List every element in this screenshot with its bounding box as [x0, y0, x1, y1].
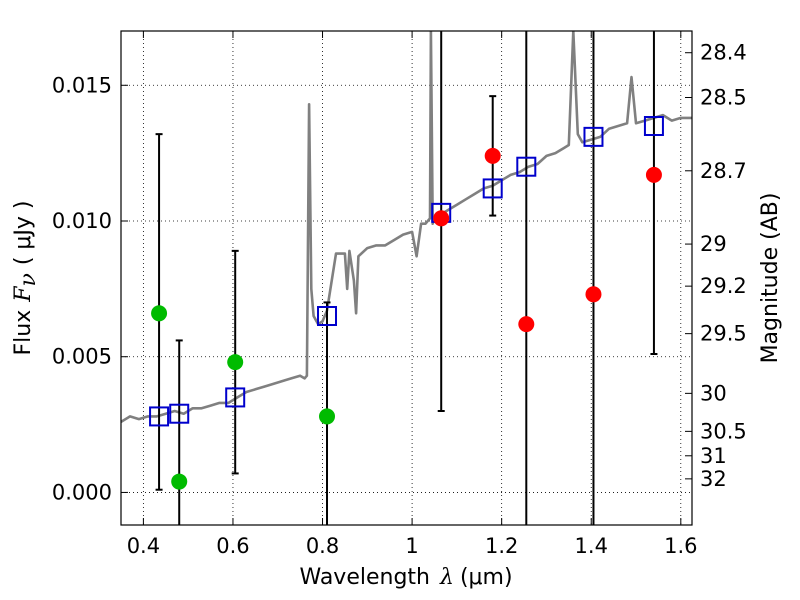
y-tick-label: 0.015 — [52, 73, 112, 97]
x-axis-label: Wavelength λ (μm) — [299, 565, 512, 590]
detection-point — [645, 166, 662, 183]
right-tick-label: 29.5 — [700, 322, 747, 346]
plot-area — [121, 31, 692, 525]
upper-limit-point — [227, 354, 244, 371]
right-tick-label: 28.5 — [700, 86, 747, 110]
model-photometry-square — [583, 126, 604, 147]
upper-limit-point — [151, 305, 168, 322]
right-axis-label: Magnitude (AB) — [758, 193, 783, 364]
right-tick-label: 28.4 — [700, 41, 747, 65]
x-tick-label: 0.6 — [216, 534, 249, 558]
model-photometry-square — [516, 156, 537, 177]
right-tick-label: 28.7 — [700, 159, 747, 183]
right-tick-label: 29.2 — [700, 274, 747, 298]
x-tick-label: 0.4 — [127, 534, 160, 558]
x-tick-label: 1.4 — [575, 534, 608, 558]
model-sed-line — [121, 31, 692, 424]
x-tick-label: 1.2 — [485, 534, 518, 558]
detection-point — [433, 210, 450, 227]
y-tick-label: 0.010 — [52, 209, 112, 233]
y-tick-label: 0.000 — [52, 480, 112, 504]
right-tick-label: 29 — [700, 232, 727, 256]
detection-point — [484, 147, 501, 164]
model-photometry-square — [643, 116, 664, 136]
detection-point — [518, 316, 535, 333]
right-tick-label: 30 — [700, 381, 727, 405]
right-tick-label: 31 — [700, 444, 727, 468]
plot-frame — [120, 30, 693, 526]
x-tick-label: 1.6 — [664, 534, 697, 558]
right-tick-label: 30.5 — [700, 419, 747, 443]
model-photometry-square — [169, 403, 190, 424]
model-sed-series — [121, 31, 692, 424]
y-axis-label: FluxFν( μJy ) — [11, 200, 41, 355]
upper-limit-point — [319, 408, 336, 425]
axis-ticks: 0.4 0.6 0.8 1 1.2 1.4 1.6 0.000 0.005 0.010 0.015 2… — [52, 31, 747, 558]
upper-limit-point — [171, 473, 188, 490]
model-photometry-square — [225, 387, 246, 408]
model-photometry-square — [482, 178, 503, 199]
model-photometry-square — [317, 306, 338, 326]
right-tick-label: 32 — [700, 467, 727, 491]
x-tick-label: 0.8 — [306, 534, 339, 558]
y-tick-label: 0.005 — [52, 345, 112, 369]
model-photometry-square — [149, 406, 170, 427]
detection-point — [585, 286, 602, 303]
x-tick-label: 1 — [405, 534, 418, 558]
data-markers — [149, 116, 664, 490]
